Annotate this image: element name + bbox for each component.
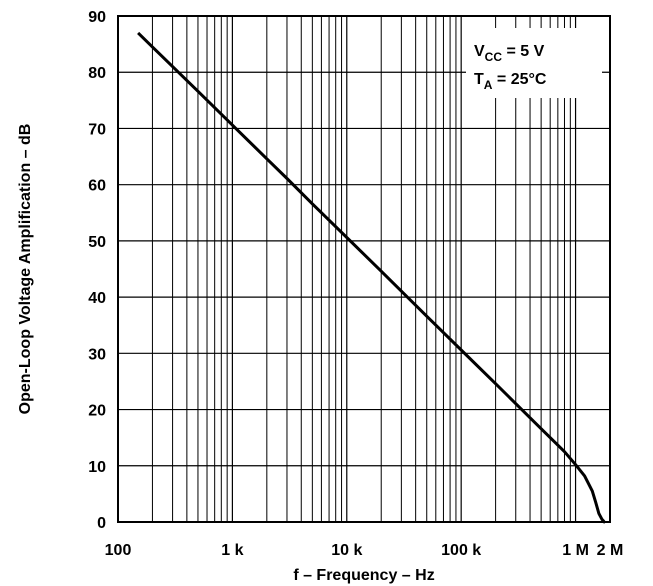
y-tick-label: 50 bbox=[88, 234, 106, 251]
y-tick-label: 40 bbox=[88, 290, 106, 307]
x-tick-label: 1 k bbox=[221, 542, 243, 559]
y-axis-title: Open-Loop Voltage Amplification – dB bbox=[17, 124, 34, 415]
vcc-symbol: V bbox=[474, 43, 485, 60]
y-tick-label: 0 bbox=[97, 515, 106, 532]
y-tick-label: 30 bbox=[88, 346, 106, 363]
y-tick-labels: 0 10 20 30 40 50 60 70 80 90 bbox=[88, 9, 106, 532]
x-tick-label: 1 M bbox=[562, 542, 589, 559]
y-tick-label: 80 bbox=[88, 65, 106, 82]
y-tick-label: 70 bbox=[88, 121, 106, 138]
x-axis-title: f – Frequency – Hz bbox=[293, 567, 434, 584]
gain-curve bbox=[137, 31, 606, 524]
vcc-subscript: CC bbox=[485, 50, 503, 64]
conditions-box-background bbox=[466, 28, 602, 98]
ta-value: = 25°C bbox=[492, 71, 546, 88]
ta-condition: TA = 25°C bbox=[474, 71, 547, 92]
y-tick-label: 10 bbox=[88, 459, 106, 476]
x-tick-label: 100 bbox=[105, 542, 132, 559]
x-tick-label: 10 k bbox=[331, 542, 362, 559]
conditions-box: VCC = 5 V TA = 25°C bbox=[466, 28, 602, 98]
y-tick-label: 60 bbox=[88, 178, 106, 195]
ta-symbol: T bbox=[474, 71, 484, 88]
y-tick-label: 90 bbox=[88, 9, 106, 26]
y-tick-label: 20 bbox=[88, 403, 106, 420]
x-tick-label: 100 k bbox=[441, 542, 481, 559]
x-tick-label: 2 M bbox=[597, 542, 624, 559]
vcc-value: = 5 V bbox=[502, 43, 545, 60]
ta-subscript: A bbox=[484, 78, 493, 92]
series-layer bbox=[137, 31, 606, 524]
vcc-condition: VCC = 5 V bbox=[474, 43, 545, 64]
plot-frame bbox=[117, 15, 611, 523]
x-tick-labels: 100 1 k 10 k 100 k 1 M 2 M bbox=[105, 542, 624, 559]
